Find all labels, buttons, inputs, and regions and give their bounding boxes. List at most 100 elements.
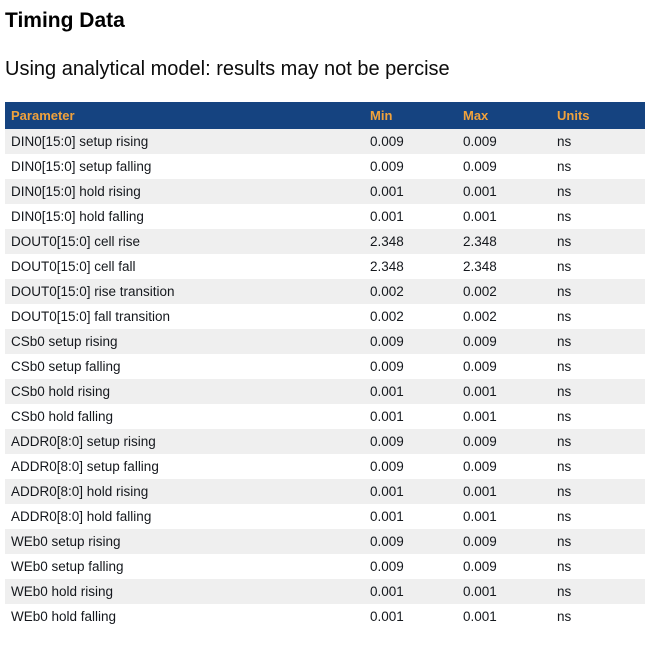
cell-units: ns: [557, 309, 572, 325]
cell-min: 0.009: [370, 559, 404, 575]
cell-min: 0.002: [370, 309, 404, 325]
cell-min: 0.009: [370, 159, 404, 175]
cell-units: ns: [557, 409, 572, 425]
cell-parameter: DOUT0[15:0] cell rise: [11, 234, 141, 250]
table-row: ADDR0[8:0] setup falling 0.009 0.009 ns: [5, 454, 645, 480]
cell-units: ns: [557, 184, 572, 200]
cell-parameter: DOUT0[15:0] fall transition: [11, 309, 171, 325]
cell-units: ns: [557, 434, 572, 450]
cell-parameter: ADDR0[8:0] setup falling: [11, 459, 159, 475]
cell-min: 0.001: [370, 509, 404, 525]
cell-min: 0.002: [370, 284, 404, 300]
cell-min: 0.001: [370, 609, 404, 625]
cell-max: 0.001: [463, 209, 497, 225]
cell-max: 2.348: [463, 234, 497, 250]
cell-parameter: WEb0 setup rising: [11, 534, 121, 550]
cell-min: 0.001: [370, 584, 404, 600]
cell-max: 0.009: [463, 559, 497, 575]
table-row: DOUT0[15:0] cell rise 2.348 2.348 ns: [5, 229, 645, 255]
cell-parameter: ADDR0[8:0] hold falling: [11, 509, 152, 525]
cell-parameter: CSb0 hold rising: [11, 384, 111, 400]
cell-min: 0.009: [370, 334, 404, 350]
cell-units: ns: [557, 334, 572, 350]
col-header-parameter: Parameter: [5, 102, 364, 130]
cell-min: 0.001: [370, 409, 404, 425]
cell-min: 0.001: [370, 384, 404, 400]
cell-max: 2.348: [463, 259, 497, 275]
table-header-row: Parameter Min Max Units: [5, 102, 645, 130]
cell-parameter: WEb0 setup falling: [11, 559, 124, 575]
cell-max: 0.002: [463, 284, 497, 300]
cell-parameter: WEb0 hold rising: [11, 584, 114, 600]
cell-max: 0.001: [463, 509, 497, 525]
cell-min: 0.001: [370, 184, 404, 200]
table-row: CSb0 hold rising 0.001 0.001 ns: [5, 379, 645, 405]
table-row: CSb0 setup rising 0.009 0.009 ns: [5, 329, 645, 355]
table-row: ADDR0[8:0] setup rising 0.009 0.009 ns: [5, 429, 645, 455]
table-row: DIN0[15:0] hold falling 0.001 0.001 ns: [5, 204, 645, 230]
cell-parameter: ADDR0[8:0] hold rising: [11, 484, 149, 500]
cell-min: 2.348: [370, 259, 404, 275]
cell-min: 0.009: [370, 534, 404, 550]
col-header-max: Max: [457, 102, 551, 130]
table-row: WEb0 hold rising 0.001 0.001 ns: [5, 579, 645, 605]
table-row: CSb0 hold falling 0.001 0.001 ns: [5, 404, 645, 430]
col-header-min: Min: [364, 102, 457, 130]
cell-parameter: DIN0[15:0] hold rising: [11, 184, 141, 200]
cell-min: 0.009: [370, 459, 404, 475]
cell-max: 0.001: [463, 409, 497, 425]
cell-parameter: CSb0 setup falling: [11, 359, 121, 375]
cell-units: ns: [557, 609, 572, 625]
cell-units: ns: [557, 534, 572, 550]
cell-max: 0.001: [463, 584, 497, 600]
table-row: ADDR0[8:0] hold falling 0.001 0.001 ns: [5, 504, 645, 530]
table-row: WEb0 setup falling 0.009 0.009 ns: [5, 554, 645, 580]
table-row: WEb0 hold falling 0.001 0.001 ns: [5, 604, 645, 630]
table-row: DOUT0[15:0] cell fall 2.348 2.348 ns: [5, 254, 645, 280]
cell-units: ns: [557, 459, 572, 475]
table-row: DIN0[15:0] setup rising 0.009 0.009 ns: [5, 129, 645, 155]
cell-max: 0.001: [463, 184, 497, 200]
cell-min: 2.348: [370, 234, 404, 250]
cell-units: ns: [557, 559, 572, 575]
cell-parameter: ADDR0[8:0] setup rising: [11, 434, 156, 450]
cell-units: ns: [557, 584, 572, 600]
cell-max: 0.002: [463, 309, 497, 325]
cell-units: ns: [557, 209, 572, 225]
cell-units: ns: [557, 359, 572, 375]
cell-units: ns: [557, 159, 572, 175]
cell-min: 0.001: [370, 209, 404, 225]
cell-max: 0.009: [463, 359, 497, 375]
cell-parameter: WEb0 hold falling: [11, 609, 117, 625]
cell-units: ns: [557, 484, 572, 500]
table-body: DIN0[15:0] setup rising 0.009 0.009 ns DIN0[…: [5, 129, 645, 630]
cell-max: 0.009: [463, 459, 497, 475]
cell-max: 0.009: [463, 134, 497, 150]
cell-parameter: DOUT0[15:0] rise transition: [11, 284, 175, 300]
cell-min: 0.009: [370, 359, 404, 375]
table-row: DIN0[15:0] hold rising 0.001 0.001 ns: [5, 179, 645, 205]
table-row: DOUT0[15:0] rise transition 0.002 0.002 ns: [5, 279, 645, 305]
cell-min: 0.009: [370, 434, 404, 450]
cell-parameter: DIN0[15:0] hold falling: [11, 209, 144, 225]
cell-min: 0.001: [370, 484, 404, 500]
cell-max: 0.001: [463, 484, 497, 500]
cell-parameter: DOUT0[15:0] cell fall: [11, 259, 136, 275]
cell-parameter: CSb0 setup rising: [11, 334, 118, 350]
table-row: CSb0 setup falling 0.009 0.009 ns: [5, 354, 645, 380]
col-header-units: Units: [551, 102, 645, 130]
table-row: WEb0 setup rising 0.009 0.009 ns: [5, 529, 645, 555]
cell-units: ns: [557, 384, 572, 400]
cell-parameter: DIN0[15:0] setup falling: [11, 159, 152, 175]
cell-units: ns: [557, 234, 572, 250]
cell-max: 0.001: [463, 384, 497, 400]
cell-max: 0.009: [463, 434, 497, 450]
timing-data-table: Parameter Min Max Units DIN0[15:0] setup…: [5, 102, 645, 630]
page-title: Timing Data: [5, 9, 125, 32]
cell-max: 0.001: [463, 609, 497, 625]
page-subtitle: Using analytical model: results may not …: [5, 58, 450, 81]
cell-units: ns: [557, 509, 572, 525]
cell-parameter: DIN0[15:0] setup rising: [11, 134, 149, 150]
cell-parameter: CSb0 hold falling: [11, 409, 114, 425]
